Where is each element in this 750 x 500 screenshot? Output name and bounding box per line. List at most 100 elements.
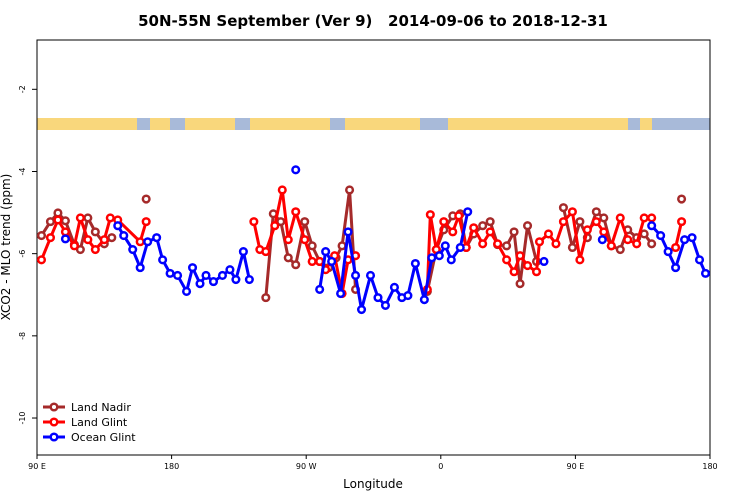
point: [599, 213, 609, 223]
point: [410, 258, 420, 269]
point: [45, 233, 56, 243]
legend-label: Ocean Glint: [71, 431, 136, 444]
point: [515, 279, 525, 289]
point: [343, 227, 353, 237]
point: [373, 293, 383, 303]
point: [615, 213, 625, 223]
point: [158, 255, 168, 265]
point: [539, 256, 549, 267]
legend-label: Land Nadir: [71, 401, 131, 414]
y-tick-label: -4: [18, 167, 27, 175]
point: [455, 242, 465, 253]
point: [671, 242, 681, 253]
y-tick-label: -8: [18, 332, 27, 340]
point: [567, 207, 577, 217]
point: [493, 239, 503, 249]
point: [502, 255, 512, 265]
point: [677, 217, 687, 227]
point: [656, 231, 666, 241]
point: [244, 274, 254, 285]
point: [623, 235, 633, 245]
y-tick-label: -10: [18, 411, 27, 424]
legend-marker: [49, 402, 59, 412]
x-tick-label: 90 W: [296, 462, 317, 471]
point: [291, 207, 301, 217]
legend-label: Land Glint: [71, 416, 128, 429]
point: [53, 208, 63, 218]
x-tick-label: 180: [164, 462, 179, 471]
point: [558, 203, 568, 213]
point: [509, 227, 519, 237]
y-axis-label: XCO2 - MLO trend (ppm): [0, 174, 13, 321]
point: [615, 245, 625, 255]
point: [647, 239, 657, 249]
point: [448, 227, 458, 237]
point: [485, 217, 495, 227]
point: [440, 241, 450, 251]
point: [195, 279, 205, 289]
point: [152, 233, 162, 243]
point: [575, 255, 585, 265]
point: [321, 247, 331, 257]
point: [419, 295, 429, 305]
point: [75, 213, 85, 223]
point: [632, 239, 642, 249]
point: [208, 277, 219, 287]
chart-title: 50N-55N September (Ver 9) 2014-09-06 to …: [138, 12, 608, 30]
point: [663, 247, 673, 257]
point: [446, 255, 456, 265]
point: [291, 165, 301, 175]
point: [534, 237, 545, 247]
point: [582, 225, 592, 235]
point: [639, 213, 649, 223]
point: [454, 211, 464, 221]
point: [356, 304, 367, 315]
point: [36, 255, 47, 265]
x-tick-label: 0: [438, 462, 443, 471]
point: [647, 221, 657, 231]
y-tick-label: -2: [18, 85, 27, 93]
point: [99, 235, 109, 245]
point: [478, 221, 488, 231]
map-strip: [37, 118, 710, 130]
point: [531, 267, 542, 277]
point: [700, 268, 711, 278]
point: [591, 207, 601, 217]
point: [575, 217, 585, 227]
legend-marker: [49, 432, 59, 442]
point: [551, 239, 561, 249]
point: [165, 268, 175, 278]
point: [90, 227, 100, 237]
point: [283, 235, 293, 245]
point: [469, 223, 479, 233]
point: [567, 242, 577, 253]
point: [283, 253, 293, 263]
point: [90, 245, 100, 255]
point: [478, 239, 488, 249]
point: [300, 235, 310, 245]
point: [345, 185, 355, 195]
point: [60, 234, 70, 244]
point: [606, 241, 616, 251]
point: [291, 260, 301, 270]
point: [113, 221, 123, 231]
point: [225, 265, 235, 275]
point: [53, 215, 63, 225]
point: [261, 293, 271, 303]
point: [597, 235, 607, 245]
point: [427, 253, 437, 263]
y-tick-label: -6: [18, 250, 27, 258]
point: [261, 247, 271, 257]
point: [515, 251, 525, 261]
point: [502, 241, 512, 251]
point: [128, 245, 138, 255]
point: [687, 233, 697, 243]
point: [463, 207, 473, 217]
point: [439, 217, 449, 227]
point: [173, 270, 183, 280]
point: [389, 282, 399, 292]
point: [119, 231, 129, 241]
point: [485, 227, 495, 237]
